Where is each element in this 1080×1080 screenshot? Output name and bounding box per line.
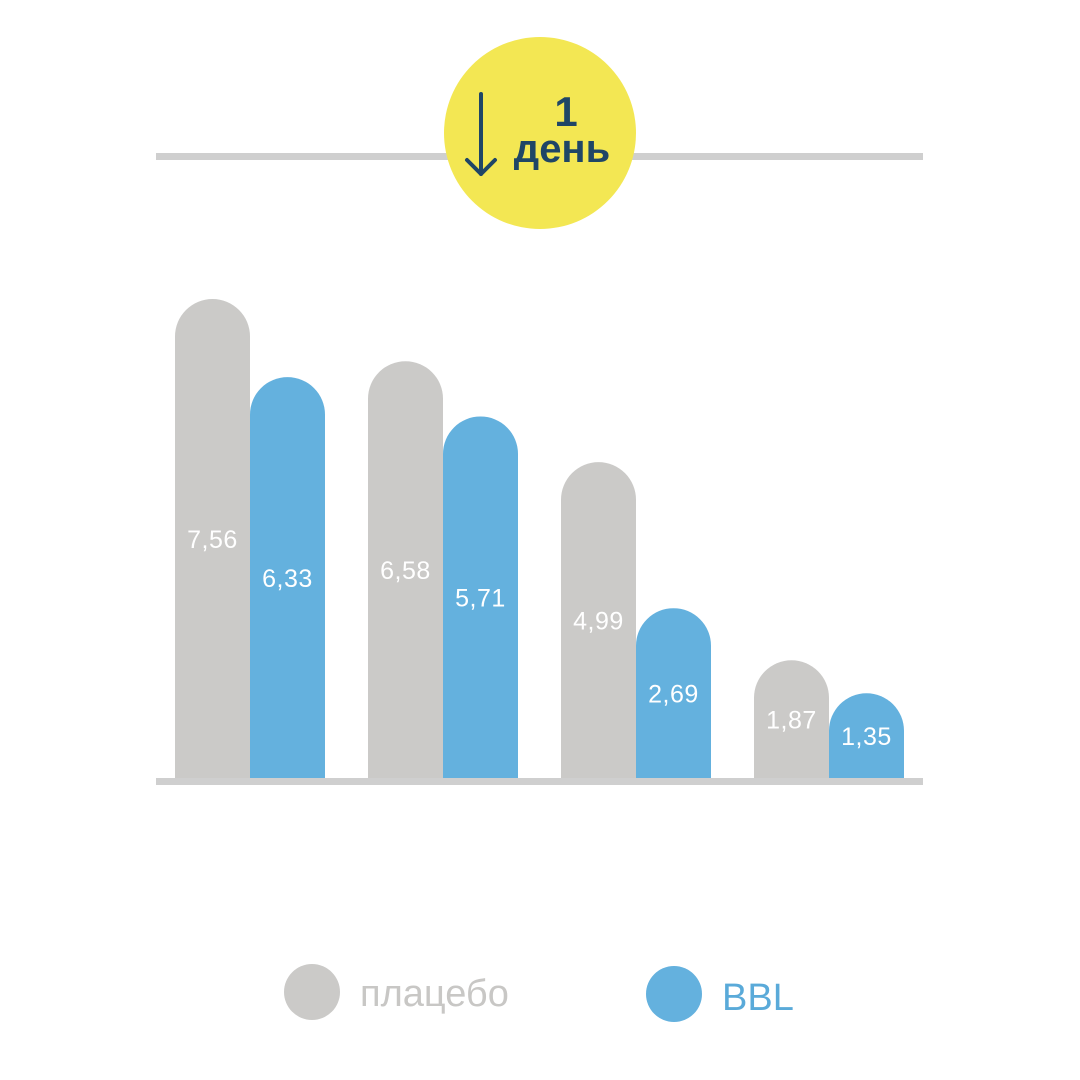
bar-bbl-2 (443, 416, 518, 779)
legend-swatch-bbl (646, 966, 702, 1022)
legend-swatch-placebo (284, 964, 340, 1020)
bar-placebo-3 (561, 462, 636, 779)
bar-value-label-bbl-2: 5,71 (455, 585, 506, 613)
bar-placebo-1 (175, 299, 250, 779)
bar-value-label-placebo-1: 7,56 (187, 526, 238, 554)
badge-unit: день (514, 127, 610, 171)
legend-item-bbl: BBL (646, 966, 794, 1022)
badge-number: 1 (554, 88, 577, 135)
arrow-down-icon (465, 92, 497, 176)
bar-bbl-3 (636, 608, 711, 779)
bar-bbl-1 (250, 377, 325, 779)
legend-item-placebo: плацебо (284, 964, 509, 1020)
bar-placebo-2 (368, 361, 443, 779)
legend: плацебо BBL (284, 964, 794, 1022)
bar-value-label-bbl-4: 1,35 (841, 723, 892, 751)
legend-label-bbl: BBL (722, 977, 794, 1019)
bar-value-label-placebo-3: 4,99 (573, 608, 624, 636)
bar-value-label-placebo-4: 1,87 (766, 707, 817, 735)
bars: 7,56 6,33 6,58 5,71 4,99 2,69 1,87 1,35 (175, 299, 904, 779)
bar-value-label-placebo-2: 6,58 (380, 557, 431, 585)
badge-circle (444, 37, 636, 229)
bar-bbl-4 (829, 693, 904, 779)
baseline-axis (156, 778, 923, 785)
bar-value-label-bbl-3: 2,69 (648, 681, 699, 709)
bar-value-label-bbl-1: 6,33 (262, 565, 313, 593)
legend-label-placebo: плацебо (360, 973, 509, 1015)
day-badge: 1 день (444, 37, 636, 229)
bar-placebo-4 (754, 660, 829, 779)
